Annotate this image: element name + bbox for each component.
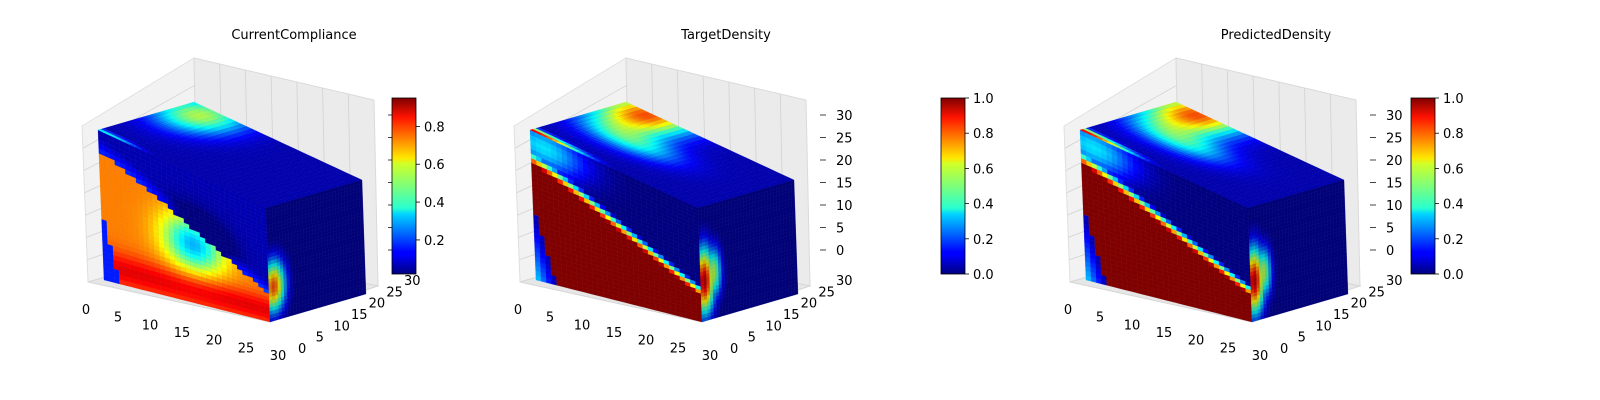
chart-title: CurrentCompliance	[231, 28, 356, 43]
voxel-cell	[334, 186, 339, 192]
voxel-cell	[304, 195, 309, 201]
voxel-cell	[280, 202, 285, 208]
voxel-cell	[277, 203, 282, 209]
voxel-cell	[292, 199, 297, 204]
voxel-cell	[322, 190, 327, 196]
voxel-cell	[310, 193, 315, 199]
voxel-cell	[328, 188, 333, 194]
x-tick-label: 5	[114, 311, 122, 326]
x-tick-label: 15	[174, 326, 191, 341]
y-tick-label: 0	[298, 342, 306, 357]
x-tick-label: 10	[142, 318, 159, 333]
top-face	[97, 101, 363, 209]
voxel-cell	[337, 185, 342, 191]
voxel-cell	[307, 194, 312, 200]
voxel-cell	[343, 184, 348, 189]
voxel-cell	[331, 187, 336, 193]
front-face	[97, 129, 271, 323]
voxel-cell	[358, 179, 363, 185]
voxel-cell	[355, 180, 360, 186]
x-tick-label: 25	[238, 341, 255, 356]
voxel-cell	[289, 199, 294, 205]
y-tick-label: 20	[369, 297, 386, 312]
voxel-cell	[325, 189, 330, 195]
voxel-cell	[271, 205, 276, 210]
voxel-cell	[298, 197, 303, 203]
y-tick-label: 25	[386, 285, 403, 300]
voxel-cell	[349, 182, 354, 188]
x-tick-label: 0	[82, 303, 90, 318]
voxel-cell	[313, 192, 318, 198]
voxel-cell	[283, 201, 288, 207]
voxel-cell	[295, 198, 300, 203]
voxel-cell	[319, 191, 324, 196]
voxel-cell	[265, 206, 270, 212]
x-tick-label: 30	[270, 349, 287, 364]
voxel-cell	[352, 181, 357, 187]
y-tick-label: 10	[333, 319, 350, 334]
voxel-cell	[346, 183, 351, 189]
y-tick-label: 15	[351, 308, 368, 323]
voxel-cell	[340, 185, 345, 190]
y-tick-label: 5	[316, 331, 324, 346]
y-tick-label: 30	[404, 274, 421, 289]
x-tick-label: 20	[206, 334, 223, 349]
voxel-cell	[274, 204, 279, 210]
voxel-cell	[301, 196, 306, 202]
voxel-cell	[268, 206, 273, 211]
voxel-cell	[316, 192, 321, 197]
voxel-cell	[286, 200, 291, 206]
